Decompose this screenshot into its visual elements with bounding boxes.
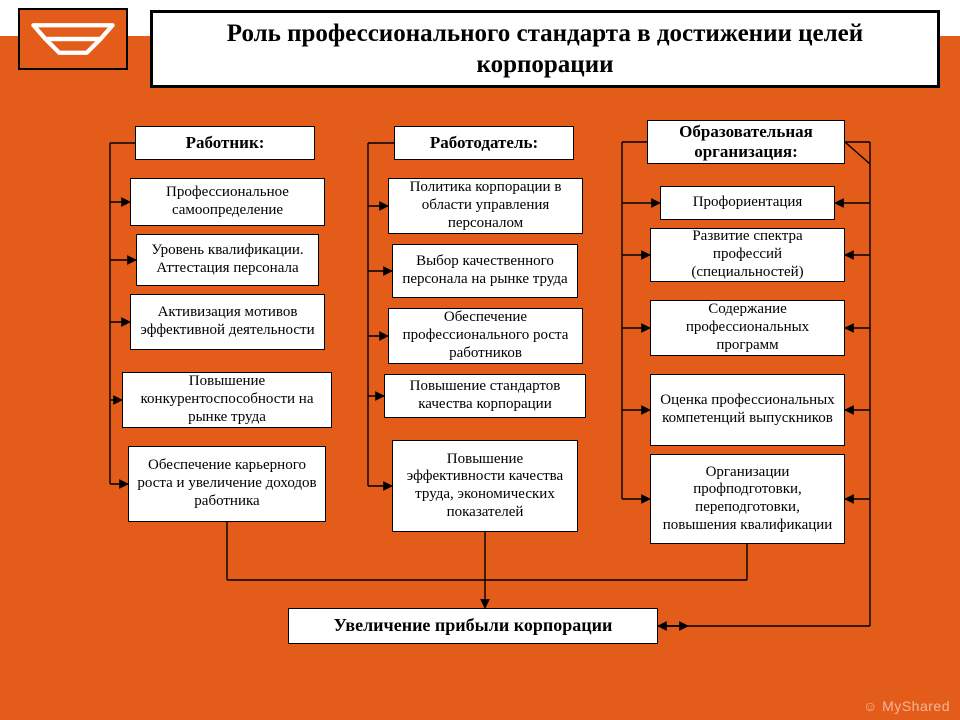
col1-item2-label: Обеспечение профессионального роста рабо… [397,309,574,362]
col1-item3-label: Повышение стандартов качества корпорации [393,378,577,413]
col0-item4: Обеспечение карьерного роста и увеличени… [128,446,326,522]
col0-item0: Профессиональное самоопределение [130,178,325,226]
bottom-result-label: Увеличение прибыли корпорации [334,615,613,636]
col1-item4-label: Повышение эффективности качества труда, … [401,451,569,522]
col1-item2: Обеспечение профессионального роста рабо… [388,308,583,364]
column-header-1: Работодатель: [394,126,574,160]
col0-item2-label: Активизация мотивов эффективной деятельн… [139,304,316,339]
col0-item3: Повышение конкурентоспособности на рынке… [122,372,332,428]
col1-item4: Повышение эффективности качества труда, … [392,440,578,532]
col2-item3: Оценка профессиональных компетенций выпу… [650,374,845,446]
col0-item2: Активизация мотивов эффективной деятельн… [130,294,325,350]
col2-item1-label: Развитие спектра профессий (специальност… [659,228,836,281]
col2-item4: Организации профподготовки, переподготов… [650,454,845,544]
col1-item0: Политика корпорации в области управления… [388,178,583,234]
col2-item2: Содержание профессиональных программ [650,300,845,356]
col0-item4-label: Обеспечение карьерного роста и увеличени… [137,457,317,510]
column-header-1-label: Работодатель: [430,133,538,153]
col0-item1-label: Уровень квалификации. Аттестация персона… [145,242,310,277]
col2-item1: Развитие спектра профессий (специальност… [650,228,845,282]
col2-item3-label: Оценка профессиональных компетенций выпу… [659,392,836,427]
col1-item1-label: Выбор качественного персонала на рынке т… [401,253,569,288]
col1-item1: Выбор качественного персонала на рынке т… [392,244,578,298]
column-header-0-label: Работник: [186,133,265,153]
col2-item2-label: Содержание профессиональных программ [659,301,836,354]
col0-item1: Уровень квалификации. Аттестация персона… [136,234,319,286]
bottom-result: Увеличение прибыли корпорации [288,608,658,644]
col0-item3-label: Повышение конкурентоспособности на рынке… [131,373,323,426]
column-header-0: Работник: [135,126,315,160]
watermark: ☺ MyShared [863,698,950,714]
col2-item0: Профориентация [660,186,835,220]
column-header-2: Образовательная организация: [647,120,845,164]
col1-item3: Повышение стандартов качества корпорации [384,374,586,418]
diagram-canvas: Работник: Профессиональное самоопределени… [0,0,960,720]
col0-item0-label: Профессиональное самоопределение [139,184,316,219]
col1-item0-label: Политика корпорации в области управления… [397,179,574,232]
col2-item4-label: Организации профподготовки, переподготов… [659,464,836,535]
column-header-2-label: Образовательная организация: [656,122,836,162]
col2-item0-label: Профориентация [693,194,803,212]
